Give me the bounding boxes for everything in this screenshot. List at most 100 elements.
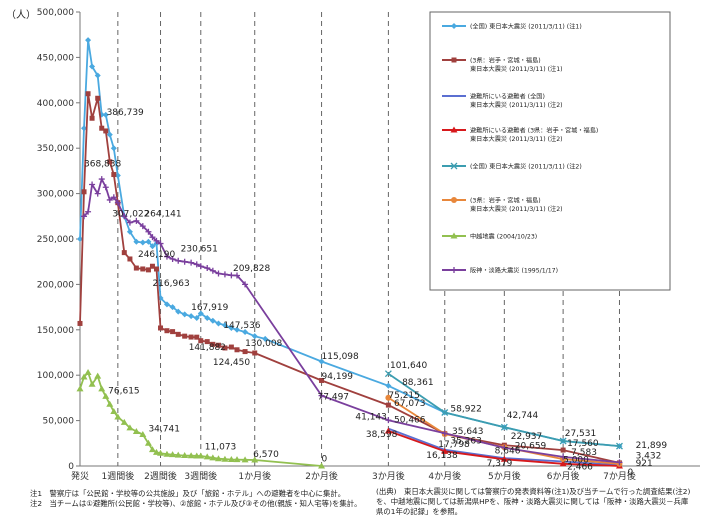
y-tick-label: 200,000 [37, 280, 74, 290]
legend-label-line2: 東日本大震災 (2011/3/11) (注2) [470, 101, 563, 109]
series-point [145, 267, 151, 273]
series-point [210, 341, 216, 347]
series-point [89, 115, 95, 121]
x-tick-label: 1週間後 [101, 470, 134, 482]
series-point [203, 453, 211, 460]
series-point [85, 37, 92, 44]
data-label: 5,000 [563, 455, 589, 465]
legend-label-line2: 東日本大震災 (2011/3/11) (注2) [470, 135, 563, 143]
series-point [133, 217, 140, 224]
series-point [76, 385, 84, 392]
series-point [102, 111, 109, 118]
legend-entry-1: (3県：岩手・宮城・福島)東日本大震災 (2011/3/11) (注1) [442, 57, 563, 73]
series-point [242, 349, 248, 355]
series-point [148, 446, 156, 453]
series-point [227, 455, 235, 462]
series-point [209, 317, 216, 324]
data-label: 6,570 [253, 450, 279, 460]
data-label: 230,651 [181, 245, 218, 255]
x-tick-label: 4か月後 [428, 470, 461, 482]
data-label: 27,531 [565, 429, 597, 439]
series-point [559, 460, 567, 467]
data-label: 21,899 [636, 441, 668, 451]
data-label: 386,739 [107, 108, 144, 118]
series-point [560, 447, 566, 453]
series-point [103, 128, 109, 134]
series-line [79, 39, 620, 447]
series-point [204, 339, 210, 345]
series-point [89, 181, 96, 188]
data-label: 8,646 [495, 446, 521, 456]
y-tick-label: 450,000 [37, 53, 74, 63]
footnotes: 注1 警察庁は「公民館・学校等の公共施設」及び「旅館・ホテル」への避難者を中心に… [30, 489, 380, 509]
series-point [441, 430, 448, 437]
series-point [149, 243, 156, 250]
legend-label: (全国) 東日本大震災 (2011/3/11) (注1) [470, 23, 582, 31]
series-point [228, 344, 234, 350]
series-point [385, 402, 391, 408]
data-label: 147,536 [223, 321, 260, 331]
series-point [204, 314, 211, 321]
series-point [188, 313, 195, 320]
series-point [193, 314, 200, 321]
series-point [233, 456, 241, 463]
series-point [94, 72, 101, 79]
series-point [182, 333, 188, 339]
series-point [157, 240, 164, 247]
series-point [501, 444, 508, 451]
series-point [152, 448, 160, 455]
series-point [441, 409, 449, 416]
series-point [209, 267, 216, 274]
series-layer [76, 37, 623, 469]
series-point [252, 350, 258, 356]
data-label: 50,466 [394, 415, 426, 425]
data-label: 167,919 [191, 303, 228, 313]
data-label: 17,798 [438, 440, 470, 450]
series-point [81, 189, 87, 195]
series-point [215, 320, 222, 327]
data-label: 76,615 [108, 386, 140, 396]
series-point [214, 455, 222, 462]
series-point [169, 451, 177, 458]
series-point [84, 368, 92, 375]
series-point [209, 454, 217, 461]
data-label: 75,215 [388, 391, 420, 401]
y-tick-label: 350,000 [37, 144, 74, 154]
data-label: 34,741 [148, 424, 180, 434]
series-point [121, 213, 128, 220]
series-point [384, 370, 392, 378]
series-point [163, 253, 170, 260]
y-tick-label: 50,000 [43, 417, 75, 427]
x-tick-label: 2週間後 [144, 470, 177, 482]
data-label: 307,022 [112, 209, 149, 219]
series-point [132, 427, 140, 434]
legend-label: (3県：岩手・宮城・福島) [470, 197, 541, 205]
legend-entry-7: 阪神・淡路大震災 (1995/1/17) [442, 267, 558, 275]
legend-swatch-marker [450, 232, 458, 239]
data-label: 94,199 [322, 372, 354, 382]
series-4 [384, 370, 623, 450]
series-point [616, 459, 623, 466]
series-point [127, 256, 133, 262]
series-point [234, 347, 240, 353]
series-point [106, 400, 114, 407]
data-label: 41,143 [355, 413, 387, 423]
data-label: 11,073 [205, 443, 237, 453]
series-point [95, 95, 101, 101]
series-point [181, 258, 188, 265]
series-point [175, 331, 181, 337]
series-point [319, 377, 325, 383]
series-point [181, 311, 188, 318]
series-point [251, 456, 259, 463]
series-6 [76, 368, 326, 469]
data-label: 35,643 [452, 427, 484, 437]
series-point [181, 452, 189, 459]
series-point [318, 358, 325, 365]
series-point [157, 449, 165, 456]
y-axis-ticks: 0 50,000 100,000 150,000 200,000 250,000 300,0… [37, 8, 81, 472]
series-point [188, 259, 195, 266]
x-tick-label: 6か月後 [547, 470, 580, 482]
series-point [215, 342, 221, 348]
y-tick-label: 400,000 [37, 99, 74, 109]
series-point [221, 322, 228, 329]
